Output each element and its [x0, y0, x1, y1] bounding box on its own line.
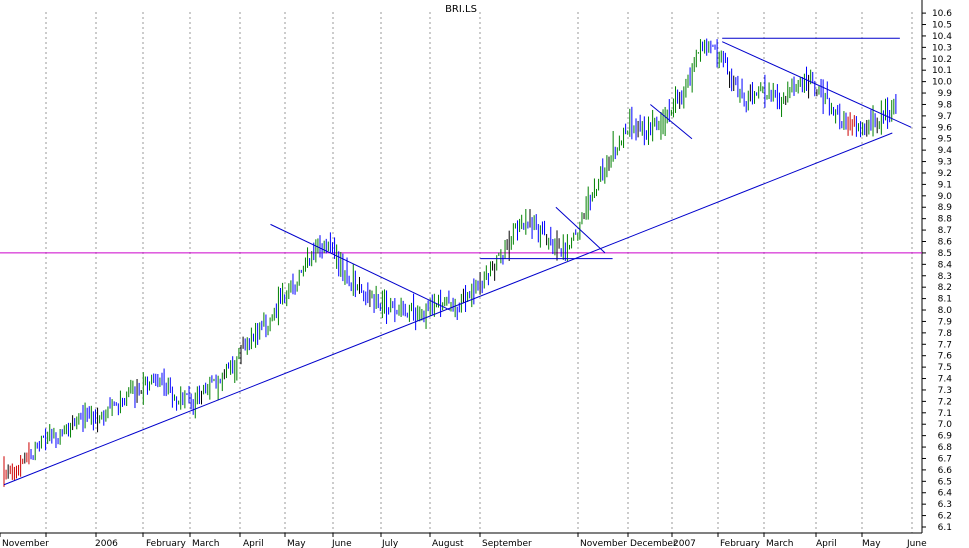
y-tick-label: 9.2 [938, 169, 952, 179]
y-axis: 6.16.26.36.46.56.66.76.86.97.07.17.27.37… [922, 9, 952, 533]
y-tick-label: 8.7 [938, 226, 952, 236]
x-tick-label: February [146, 539, 187, 548]
price-bars [3, 38, 897, 487]
y-tick-label: 7.6 [938, 352, 953, 362]
y-tick-label: 10.0 [932, 78, 952, 88]
x-tick-label: May [287, 539, 306, 548]
y-tick-label: 7.7 [938, 340, 952, 350]
y-tick-label: 6.3 [938, 500, 952, 510]
y-tick-label: 7.2 [938, 397, 952, 407]
x-tick-label: November [2, 539, 49, 548]
y-tick-label: 8.8 [938, 215, 953, 225]
y-tick-label: 6.8 [938, 443, 953, 453]
x-tick-label: April [816, 539, 837, 548]
y-tick-label: 10.2 [932, 55, 952, 65]
y-tick-label: 10.4 [932, 32, 952, 42]
y-tick-label: 7.0 [938, 420, 953, 430]
x-tick-label: June [906, 539, 927, 548]
y-tick-label: 9.9 [938, 89, 953, 99]
x-tick-label: November [580, 539, 627, 548]
x-tick-label: December [630, 539, 677, 548]
y-tick-label: 9.4 [938, 146, 953, 156]
x-tick-label: May [862, 539, 881, 548]
y-tick-label: 10.1 [932, 66, 952, 76]
y-tick-label: 6.1 [938, 523, 952, 533]
y-tick-label: 7.1 [938, 409, 952, 419]
x-tick-label: March [766, 539, 793, 548]
y-tick-label: 6.5 [938, 477, 952, 487]
y-tick-label: 9.0 [938, 192, 953, 202]
resistance-trendline-1 [270, 223, 451, 311]
x-tick-label: April [243, 539, 264, 548]
y-tick-label: 8.5 [938, 249, 952, 259]
trendlines [3, 37, 912, 486]
resistance-trendline-3 [650, 104, 693, 140]
gridlines [45, 12, 913, 533]
y-tick-label: 6.4 [938, 489, 953, 499]
y-tick-label: 9.5 [938, 135, 952, 145]
x-tick-label: August [432, 539, 464, 548]
y-tick-label: 7.9 [938, 317, 953, 327]
x-tick-label: September [482, 539, 532, 548]
chart-title: BRI.LS [445, 4, 477, 15]
y-tick-label: 8.1 [938, 295, 952, 305]
x-tick-label: June [331, 539, 352, 548]
y-tick-label: 9.6 [938, 123, 953, 133]
y-tick-label: 8.6 [938, 238, 953, 248]
y-tick-label: 9.8 [938, 100, 953, 110]
y-tick-label: 7.5 [938, 363, 952, 373]
x-axis: November 2006 February March April May June Jul… [0, 533, 927, 548]
resistance-trendline-2 [555, 206, 606, 254]
y-tick-label: 9.1 [938, 180, 952, 190]
y-tick-label: 9.7 [938, 112, 952, 122]
y-tick-label: 6.9 [938, 432, 953, 442]
y-tick-label: 9.3 [938, 158, 952, 168]
y-tick-label: 8.0 [938, 306, 953, 316]
y-tick-label: 10.3 [932, 43, 952, 53]
y-tick-label: 7.8 [938, 329, 953, 339]
y-tick-label: 8.4 [938, 260, 953, 270]
x-tick-label: July [381, 539, 399, 548]
y-tick-label: 7.4 [938, 375, 953, 385]
y-tick-label: 10.5 [932, 21, 952, 31]
y-tick-label: 8.3 [938, 272, 952, 282]
y-tick-label: 8.9 [938, 203, 953, 213]
x-tick-label: 2007 [673, 539, 696, 548]
resistance-trendline-4 [721, 41, 912, 128]
y-tick-label: 8.2 [938, 283, 952, 293]
x-tick-label: March [192, 539, 219, 548]
y-tick-label: 6.2 [938, 512, 952, 522]
y-tick-label: 6.7 [938, 454, 952, 464]
x-tick-label: February [720, 539, 761, 548]
y-tick-label: 6.6 [938, 466, 953, 476]
x-tick-label: 2006 [95, 539, 118, 548]
y-tick-label: 7.3 [938, 386, 952, 396]
y-tick-label: 10.6 [932, 9, 952, 19]
